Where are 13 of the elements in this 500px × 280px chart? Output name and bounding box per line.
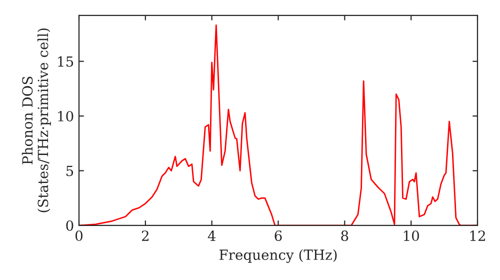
y-tick-label: 0 <box>66 220 74 231</box>
x-tick-label: 6 <box>274 230 282 242</box>
x-tick-label: 8 <box>341 230 348 242</box>
x-tick-label: 12 <box>470 230 485 241</box>
x-axis-title: Frequency (THz) <box>219 249 337 263</box>
y-tick-label: 10 <box>58 110 74 122</box>
x-tick-label: 10 <box>404 230 419 242</box>
y-tick-label: 5 <box>66 166 74 176</box>
x-tick-label: 0 <box>75 230 82 242</box>
x-tick-label: 2 <box>142 230 148 241</box>
y-tick-label: 15 <box>58 56 74 67</box>
x-tick-label: 4 <box>208 230 216 241</box>
y-axis-title: Phonon DOS (States/THz·primitive cell) <box>22 28 51 212</box>
